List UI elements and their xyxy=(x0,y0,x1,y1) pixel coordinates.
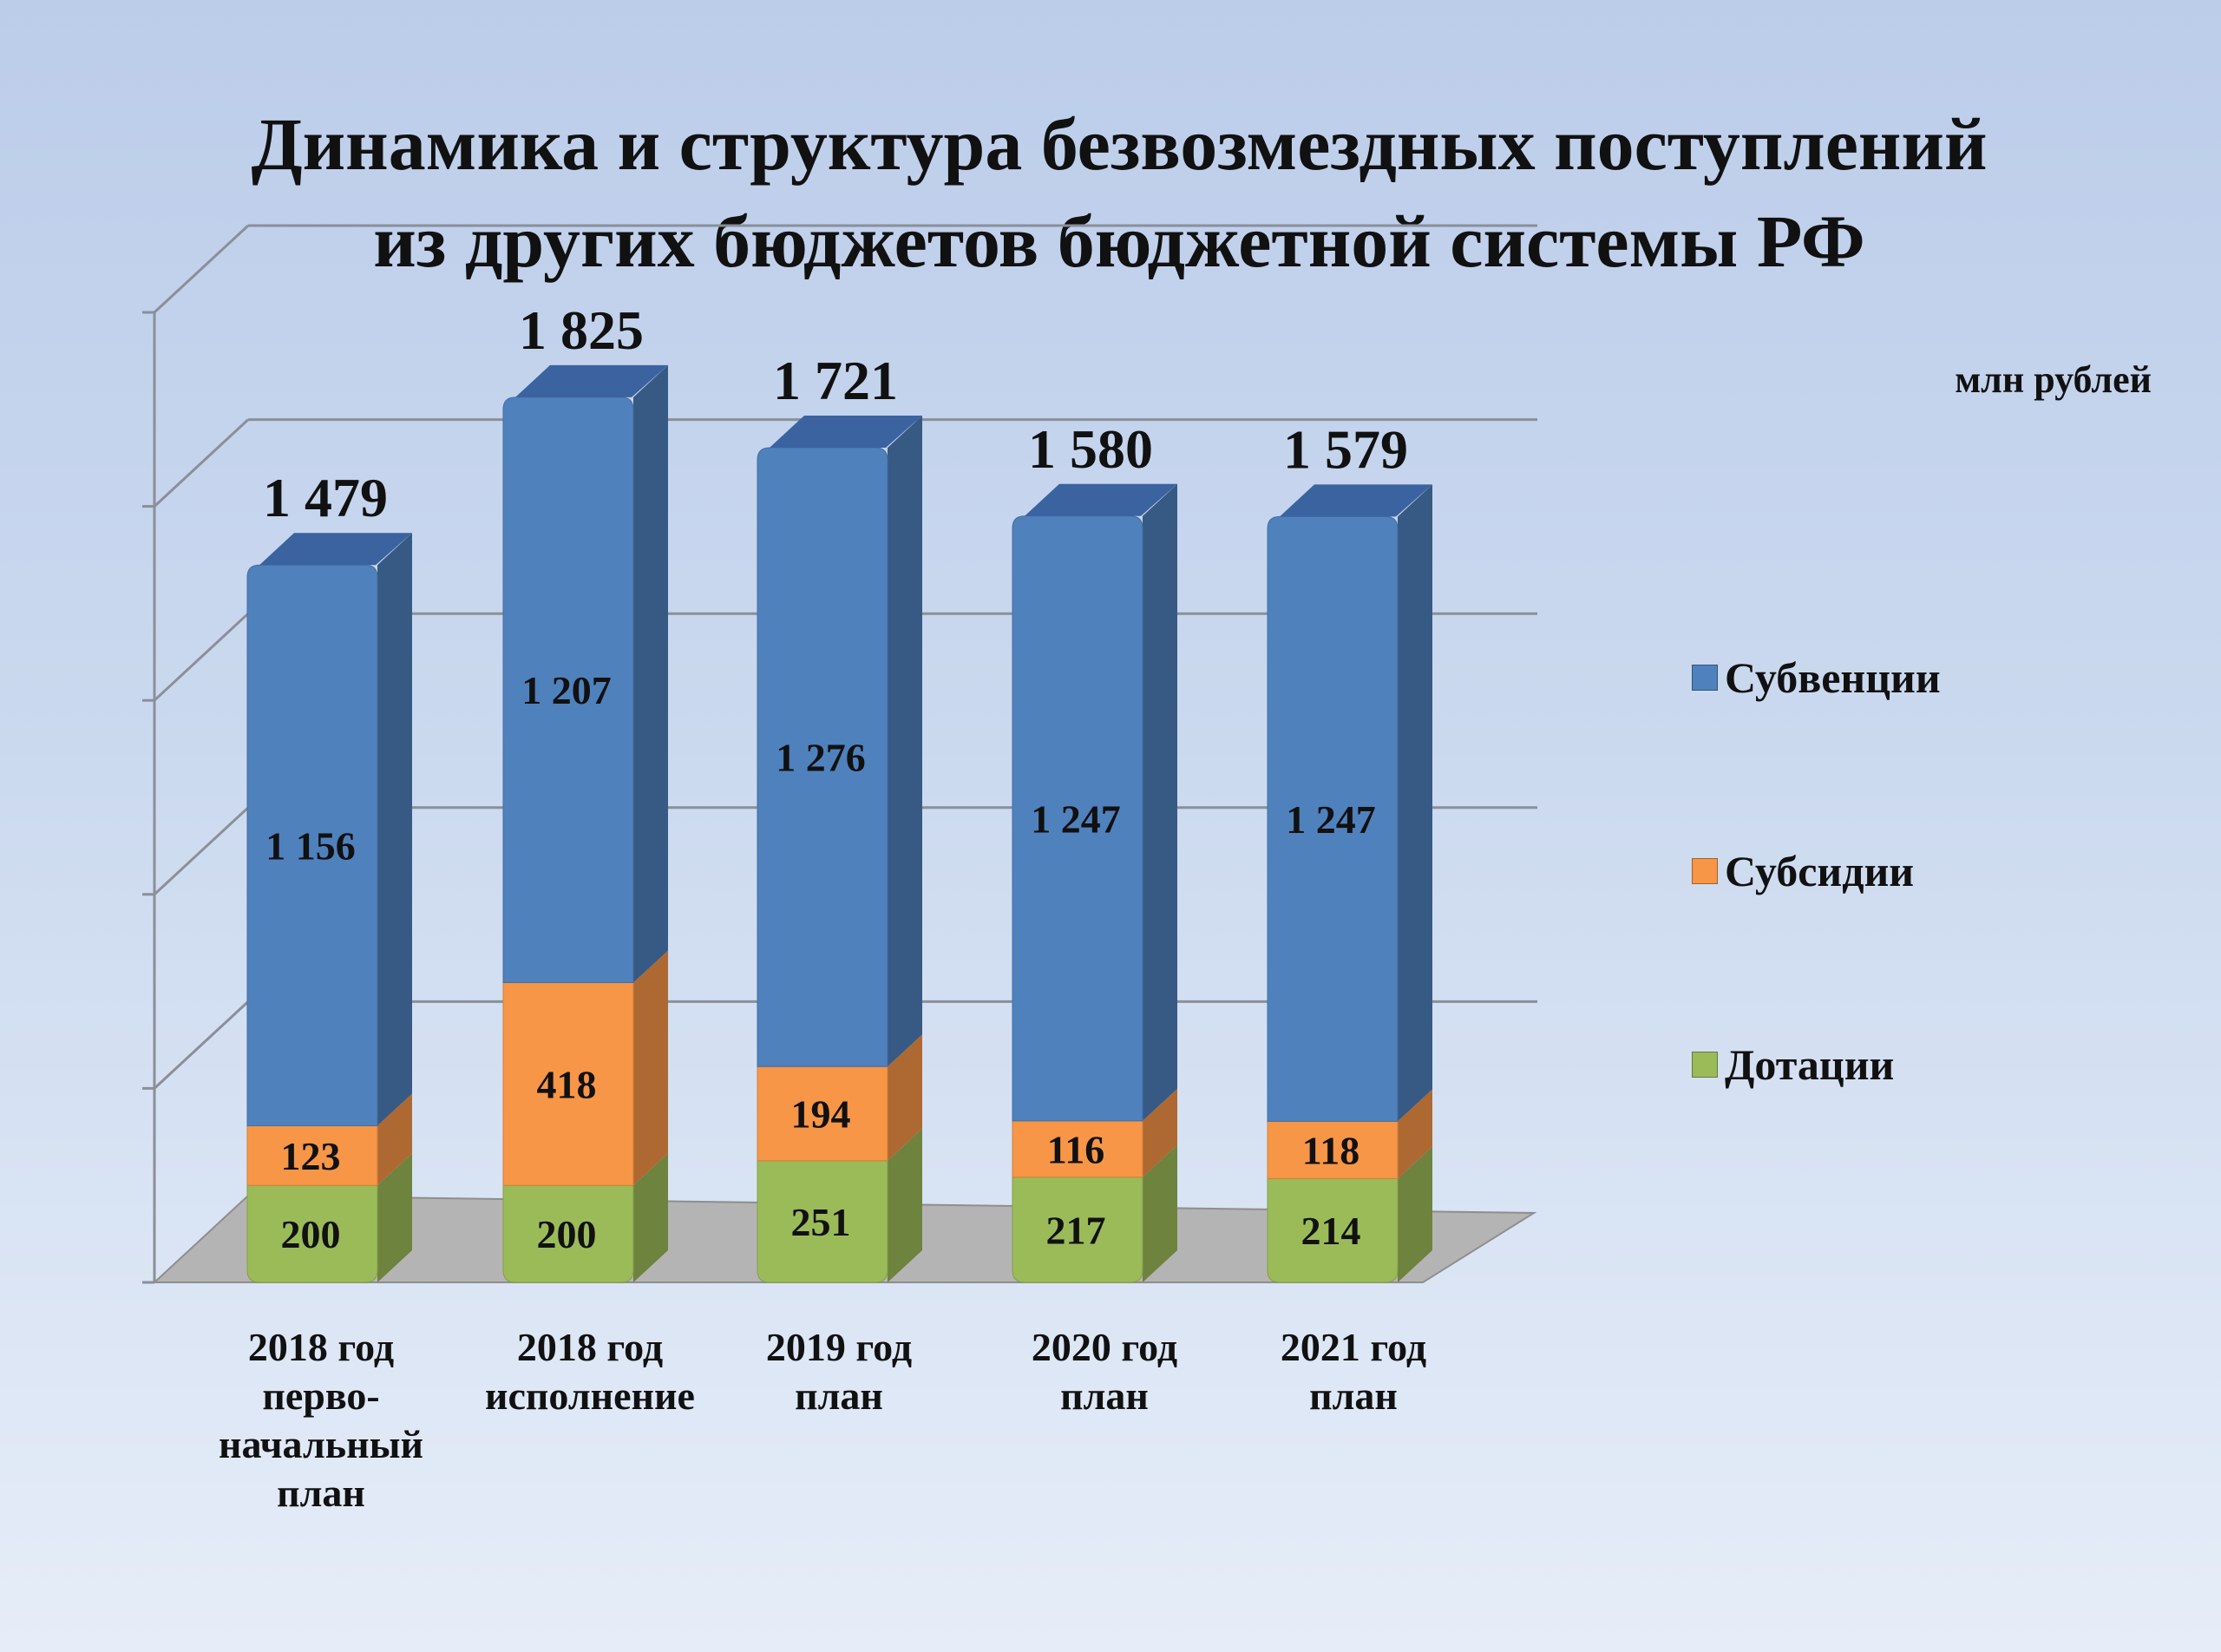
bar-side-dotacii-3 xyxy=(888,1128,922,1282)
category-label-3: 2019 год план xyxy=(700,1323,978,1420)
data-label-subsidii-3: 194 xyxy=(791,1092,851,1136)
data-label-subvencii-5: 1 247 xyxy=(1286,797,1376,842)
chart-title: Динамика и структура безвозмездных посту… xyxy=(87,95,2152,290)
total-label-2: 1 825 xyxy=(519,299,644,361)
category-label-2: 2018 год исполнение xyxy=(451,1323,729,1420)
data-label-subvencii-3: 1 276 xyxy=(776,736,866,780)
legend-swatch-subventions xyxy=(1692,665,1718,691)
bar-side-subvencii-5 xyxy=(1398,484,1432,1122)
gridline-side xyxy=(153,613,250,702)
legend-label-grants: Дотации xyxy=(1725,1040,1895,1089)
legend-item-grants: Дотации xyxy=(1692,1039,1894,1090)
data-label-subvencii-2: 1 207 xyxy=(521,668,612,712)
data-label-dotacii-2: 200 xyxy=(537,1212,597,1256)
data-label-subvencii-1: 1 156 xyxy=(265,823,356,868)
category-label-3-line-2: план xyxy=(795,1373,883,1418)
category-label-3-line-1: 2019 год xyxy=(765,1325,913,1369)
legend-label-subventions: Субвенции xyxy=(1725,653,1941,702)
bar-side-dotacii-5 xyxy=(1398,1146,1432,1282)
bar-segment-dotacii-1 xyxy=(246,1184,378,1283)
data-label-subsidii-1: 123 xyxy=(281,1134,341,1178)
total-label-3: 1 721 xyxy=(773,350,898,411)
bar-top-1 xyxy=(259,533,412,566)
chart-title-line-1: Динамика и структура безвозмездных посту… xyxy=(251,102,1988,186)
bar-segment-dotacii-3 xyxy=(757,1160,888,1283)
bar-side-subsidii-1 xyxy=(377,1093,412,1186)
bar-segment-dotacii-2 xyxy=(502,1184,634,1283)
bar-segment-dotacii-4 xyxy=(1012,1177,1143,1283)
category-label-4-line-1: 2020 год xyxy=(1031,1325,1178,1369)
category-label-2-line-2: исполнение xyxy=(485,1373,695,1418)
legend-swatch-subsidies xyxy=(1692,858,1718,884)
legend-label-subsidies: Субсидии xyxy=(1725,847,1915,895)
data-label-dotacii-3: 251 xyxy=(791,1200,851,1244)
bar-side-subvencii-4 xyxy=(1143,483,1177,1121)
category-label-5: 2021 год план xyxy=(1215,1323,1492,1420)
bar-top-4 xyxy=(1025,483,1177,516)
gridline-side xyxy=(153,418,250,508)
bar-side-subsidii-3 xyxy=(888,1034,922,1161)
bar-segment-dotacii-5 xyxy=(1267,1177,1399,1283)
category-label-1: 2018 год перво- начальный план xyxy=(182,1323,460,1518)
bar-side-dotacii-1 xyxy=(377,1153,412,1282)
gridline-side xyxy=(153,806,250,895)
unit-label: млн рублей xyxy=(1955,358,2152,401)
bar-top-2 xyxy=(515,364,668,397)
category-label-1-line-4: план xyxy=(277,1471,365,1515)
data-label-subsidii-2: 418 xyxy=(537,1062,597,1106)
category-label-1-line-3: начальный xyxy=(218,1422,424,1466)
bar-top-3 xyxy=(770,415,922,448)
data-label-subvencii-4: 1 247 xyxy=(1031,796,1121,841)
gridline-side xyxy=(153,224,250,314)
category-label-5-line-2: план xyxy=(1309,1373,1398,1418)
category-label-4: 2020 год план xyxy=(966,1323,1243,1420)
category-label-1-line-2: перво- xyxy=(262,1373,380,1418)
legend-item-subventions: Субвенции xyxy=(1692,652,1941,703)
bar-side-subvencii-2 xyxy=(633,364,668,983)
legend-item-subsidies: Субсидии xyxy=(1692,846,1914,896)
bar-side-subsidii-5 xyxy=(1398,1089,1432,1179)
total-label-5: 1 579 xyxy=(1283,418,1408,480)
data-label-dotacii-4: 217 xyxy=(1046,1208,1106,1252)
category-label-2-line-1: 2018 год xyxy=(516,1325,664,1369)
legend-swatch-grants xyxy=(1692,1052,1718,1078)
bar-top-5 xyxy=(1280,484,1432,517)
bar-side-dotacii-2 xyxy=(633,1153,668,1282)
gridline-side xyxy=(153,1000,250,1090)
bar-side-subvencii-3 xyxy=(888,415,922,1067)
category-label-5-line-1: 2021 год xyxy=(1280,1325,1427,1369)
data-label-dotacii-5: 214 xyxy=(1301,1209,1361,1253)
data-label-dotacii-1: 200 xyxy=(281,1212,341,1256)
total-label-1: 1 479 xyxy=(263,467,388,528)
bar-side-subvencii-1 xyxy=(377,533,412,1126)
chart-title-line-2: из других бюджетов бюджетной системы РФ xyxy=(373,200,1865,283)
total-label-4: 1 580 xyxy=(1028,418,1153,480)
data-label-subsidii-5: 118 xyxy=(1302,1128,1359,1172)
bar-side-dotacii-4 xyxy=(1143,1144,1177,1282)
category-label-4-line-2: план xyxy=(1060,1373,1149,1418)
bar-side-subsidii-2 xyxy=(633,950,668,1186)
bar-side-subsidii-4 xyxy=(1143,1088,1177,1177)
data-label-subsidii-4: 116 xyxy=(1047,1127,1104,1171)
category-label-1-line-1: 2018 год xyxy=(247,1325,395,1369)
